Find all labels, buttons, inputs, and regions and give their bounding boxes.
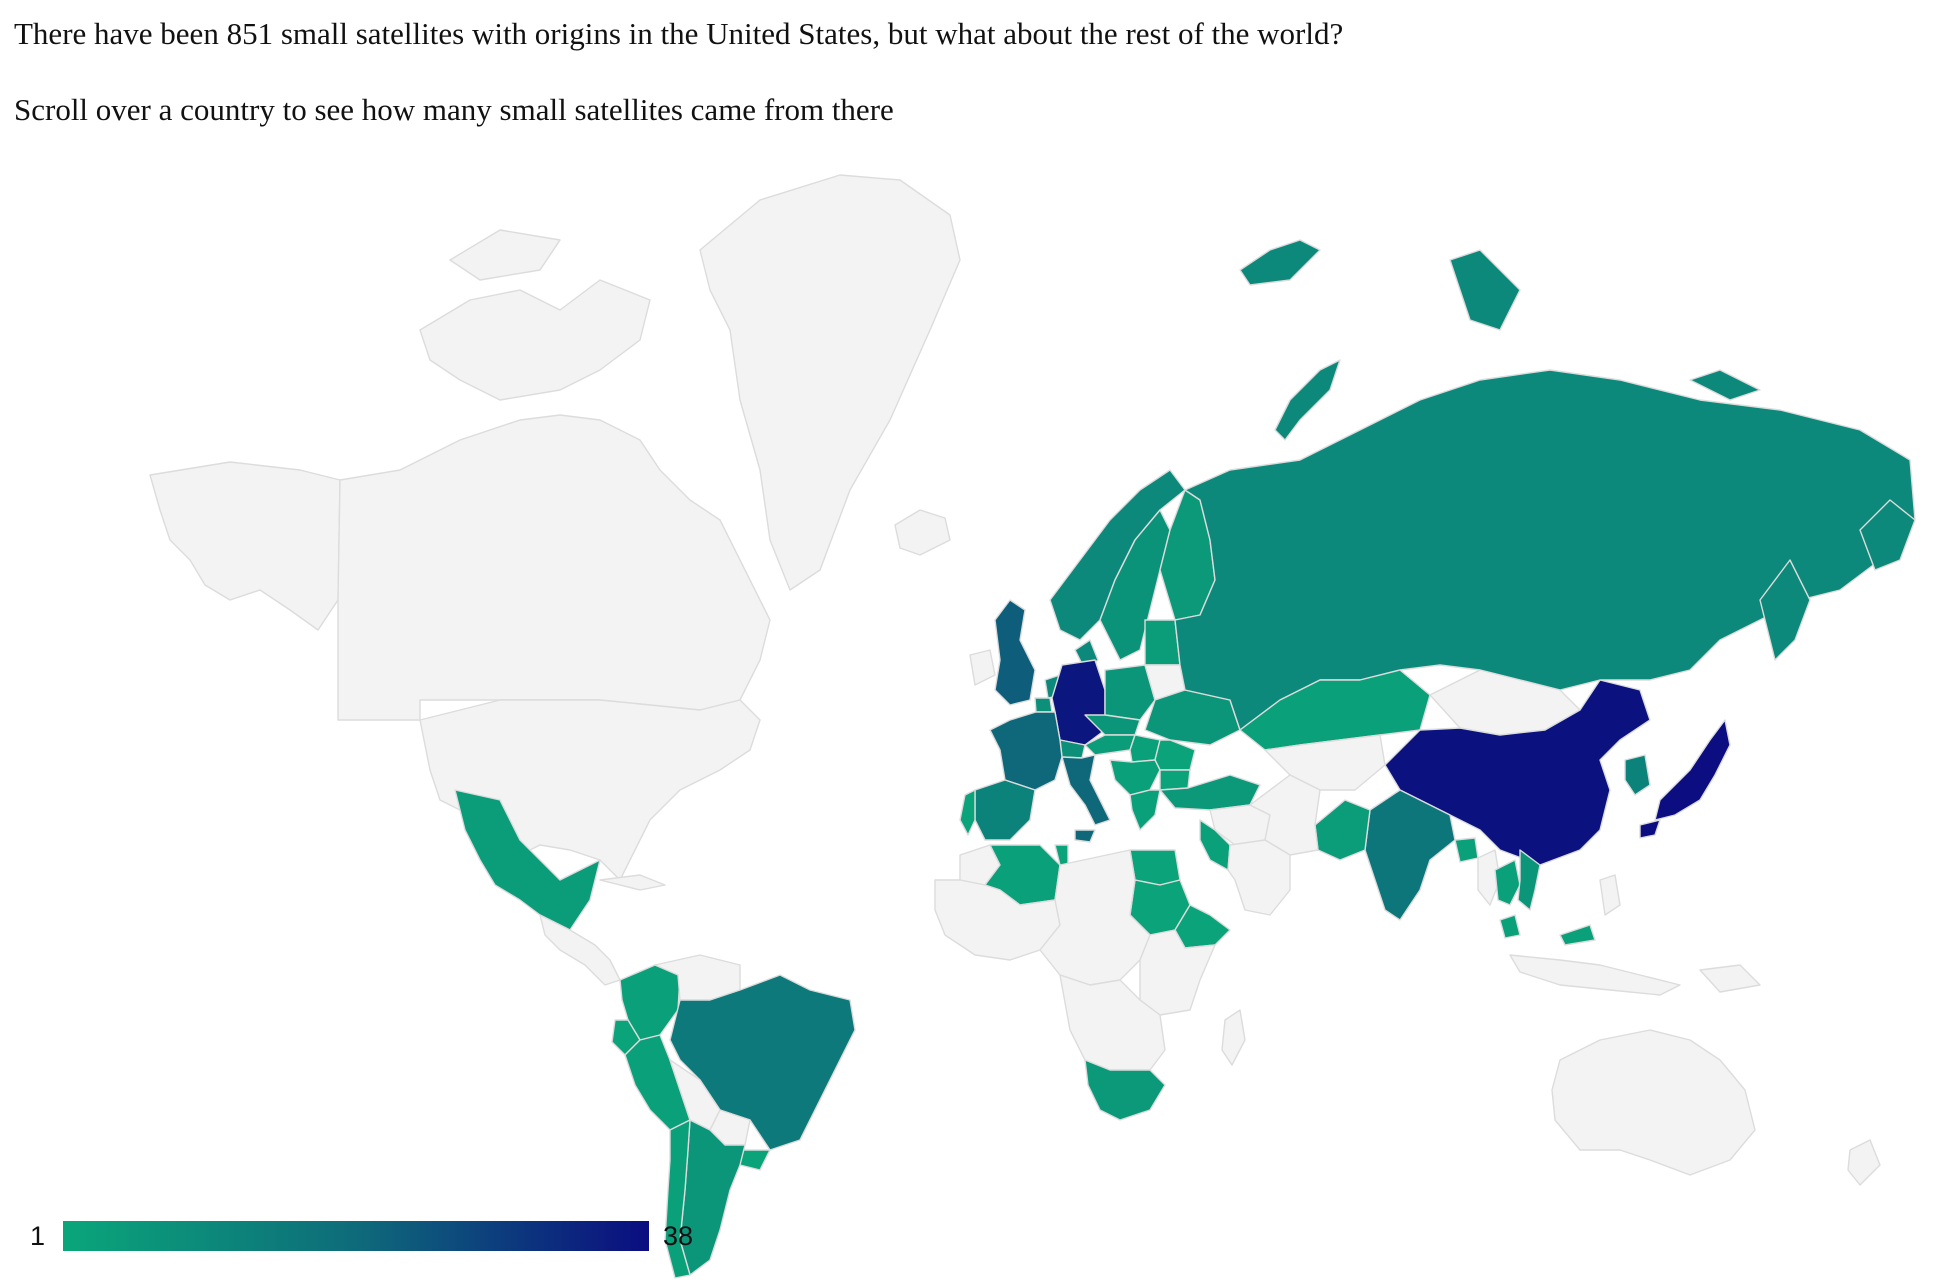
country-russia-sakhalin-kamchatka[interactable]: Russia: 10 <box>1759 499 1916 661</box>
legend-color-bar <box>63 1221 649 1251</box>
country-egypt[interactable]: Egypt: 2 <box>1129 849 1181 886</box>
country-russia-arctic-islands[interactable]: Russia: 10 <box>1239 239 1761 401</box>
country-philippines <box>1599 874 1621 916</box>
world-map: Mexico: 4 Colombia: 3 Ecuador: 2 Peru: 3… <box>149 174 1916 1279</box>
country-greenland <box>699 174 961 591</box>
country-canada-arctic-islands <box>419 229 651 401</box>
country-spain[interactable]: Spain: 12 <box>974 779 1036 841</box>
country-southern-africa <box>1059 974 1166 1071</box>
country-baltics[interactable]: Baltics: 4 <box>1144 619 1181 666</box>
country-new-zealand <box>1847 1139 1881 1186</box>
headline-instruction: Scroll over a country to see how many sm… <box>14 92 894 127</box>
country-belgium[interactable]: Belgium: 8 <box>1034 697 1053 713</box>
country-iran <box>1249 774 1321 856</box>
country-cuba <box>599 874 666 891</box>
country-germany[interactable]: Germany: 36 <box>1051 659 1106 746</box>
country-romania[interactable]: Romania: 2 <box>1154 739 1196 771</box>
country-malaysia[interactable]: Malaysia: 3 <box>1499 914 1596 946</box>
country-uruguay[interactable]: Uruguay: 2 <box>739 1149 771 1171</box>
country-italy[interactable]: Italy: 20 <box>1061 754 1111 843</box>
country-east-africa <box>1139 929 1216 1016</box>
country-russia-novaya-zemlya[interactable]: Russia: 10 <box>1274 359 1341 441</box>
country-myanmar <box>1477 849 1501 906</box>
country-greece[interactable]: Greece: 3 <box>1129 789 1161 831</box>
country-france[interactable]: France: 20 <box>989 711 1063 791</box>
country-brazil[interactable]: Brazil: 15 <box>669 974 856 1151</box>
country-pakistan[interactable]: Pakistan: 4 <box>1314 799 1371 861</box>
country-saudi-arabia <box>1227 839 1291 916</box>
legend-max-label: 38 <box>663 1221 694 1251</box>
country-bangladesh[interactable]: Bangladesh: 3 <box>1454 837 1479 863</box>
legend-min-label: 1 <box>30 1221 46 1251</box>
country-balkans[interactable]: Balkans: 3 <box>1109 759 1161 796</box>
country-mexico[interactable]: Mexico: 4 <box>454 789 601 931</box>
country-papua-new-guinea <box>1699 964 1761 993</box>
country-china[interactable]: China: 37 <box>1384 679 1651 866</box>
headline-total-us: There have been 851 small satellites wit… <box>14 16 1344 51</box>
country-thailand[interactable]: Thailand: 3 <box>1494 859 1521 906</box>
country-canada <box>337 414 771 721</box>
country-alaska <box>149 461 341 631</box>
country-iceland <box>894 509 951 556</box>
country-australia <box>1551 1029 1756 1176</box>
country-russia[interactable]: Russia: 10 <box>1174 369 1916 731</box>
country-chile[interactable]: Chile: 3 <box>664 1119 691 1279</box>
country-vietnam[interactable]: Vietnam: 6 <box>1517 849 1541 911</box>
country-india[interactable]: India: 16 <box>1364 789 1456 921</box>
country-korea[interactable]: Korea: 12 <box>1624 754 1651 796</box>
country-ireland <box>969 649 996 686</box>
country-south-africa[interactable]: South Africa: 5 <box>1084 1059 1166 1121</box>
country-united-kingdom[interactable]: United Kingdom: 22 <box>994 599 1036 706</box>
country-portugal[interactable]: Portugal: 2 <box>959 789 976 836</box>
country-indonesia <box>1509 954 1681 996</box>
country-bulgaria[interactable]: Bulgaria: 2 <box>1159 769 1191 791</box>
country-poland[interactable]: Poland: 6 <box>1104 664 1156 721</box>
country-united-states <box>419 699 761 881</box>
country-central-america <box>539 914 621 986</box>
country-turkey[interactable]: Turkey: 5 <box>1159 774 1261 811</box>
country-japan[interactable]: Japan: 38 <box>1639 719 1731 839</box>
country-czechia[interactable]: Czechia: 6 <box>1084 714 1141 736</box>
country-madagascar <box>1221 1009 1246 1066</box>
